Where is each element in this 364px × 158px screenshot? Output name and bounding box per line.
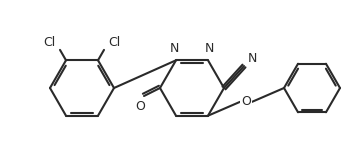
Text: O: O bbox=[241, 95, 251, 108]
Text: N: N bbox=[169, 42, 179, 55]
Text: O: O bbox=[135, 100, 145, 113]
Text: N: N bbox=[204, 42, 214, 55]
Text: Cl: Cl bbox=[44, 36, 56, 49]
Text: N: N bbox=[248, 52, 257, 66]
Text: Cl: Cl bbox=[108, 36, 120, 49]
